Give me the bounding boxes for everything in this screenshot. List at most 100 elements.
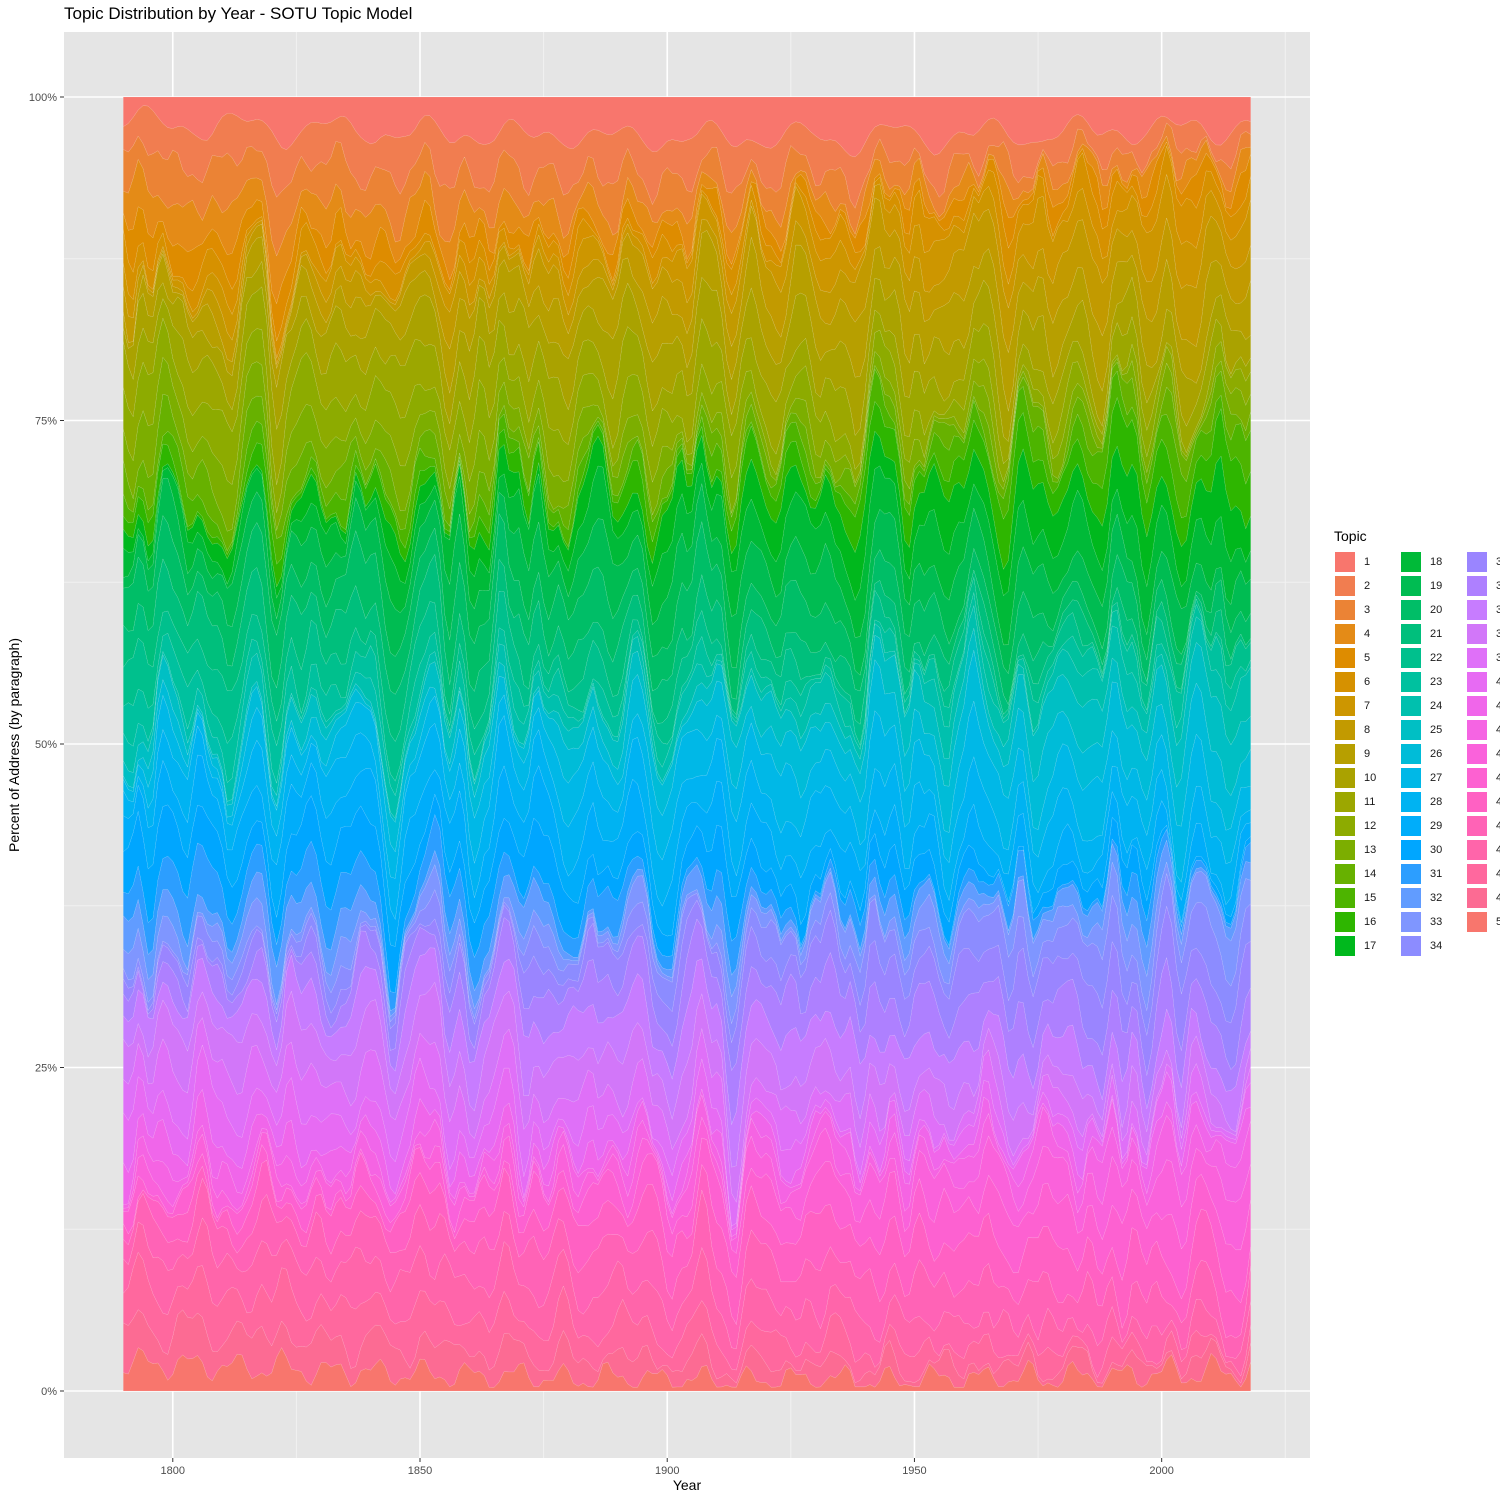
legend-swatch xyxy=(1400,719,1422,741)
legend-item-topic-42: 42 xyxy=(1466,718,1500,742)
legend-item-topic-41: 41 xyxy=(1466,694,1500,718)
legend-swatch xyxy=(1466,743,1488,765)
legend-swatch xyxy=(1334,935,1356,957)
x-tick-label: 1850 xyxy=(408,1465,432,1477)
legend-swatch xyxy=(1400,575,1422,597)
legend-item-topic-36: 36 xyxy=(1466,574,1500,598)
y-tick-label: 75% xyxy=(35,416,57,428)
legend-item-topic-29: 29 xyxy=(1400,814,1456,838)
legend-swatch xyxy=(1466,911,1488,933)
legend-swatch xyxy=(1400,743,1422,765)
y-tick-label: 50% xyxy=(35,739,57,751)
legend-swatch xyxy=(1334,791,1356,813)
legend-item-topic-11: 11 xyxy=(1334,790,1390,814)
legend-item-topic-7: 7 xyxy=(1334,694,1390,718)
legend-label: 48 xyxy=(1496,868,1500,880)
legend-swatch xyxy=(1400,695,1422,717)
legend-column: 35 36 37 38 39 40 41 42 43 44 45 46 47 48 49 50 xyxy=(1466,550,1500,958)
legend-swatch xyxy=(1400,935,1422,957)
legend-label: 31 xyxy=(1430,868,1443,880)
legend-swatch xyxy=(1334,695,1356,717)
legend-swatch xyxy=(1400,815,1422,837)
legend-item-topic-2: 2 xyxy=(1334,574,1390,598)
x-tick-label: 2000 xyxy=(1149,1465,1173,1477)
legend-swatch xyxy=(1466,551,1488,573)
legend-swatch xyxy=(1466,575,1488,597)
legend-item-topic-6: 6 xyxy=(1334,670,1390,694)
legend-label: 11 xyxy=(1364,796,1376,808)
legend-swatch xyxy=(1400,551,1422,573)
legend-swatch xyxy=(1334,743,1356,765)
legend-item-topic-20: 20 xyxy=(1400,598,1456,622)
legend-swatch xyxy=(1400,839,1422,861)
legend-swatch xyxy=(1466,863,1488,885)
legend-label: 21 xyxy=(1430,628,1443,640)
legend-swatch xyxy=(1466,815,1488,837)
legend-item-topic-8: 8 xyxy=(1334,718,1390,742)
legend-item-topic-31: 31 xyxy=(1400,862,1456,886)
legend-swatch xyxy=(1334,575,1356,597)
legend-swatch xyxy=(1334,623,1356,645)
legend-label: 41 xyxy=(1496,700,1500,712)
legend-label: 13 xyxy=(1364,844,1377,856)
legend-label: 43 xyxy=(1496,748,1500,760)
y-axis-title: Percent of Address (by paragraph) xyxy=(6,638,22,852)
legend-swatch xyxy=(1400,767,1422,789)
legend-label: 2 xyxy=(1364,580,1371,592)
legend-item-topic-9: 9 xyxy=(1334,742,1390,766)
legend-item-topic-34: 34 xyxy=(1400,934,1456,958)
legend-label: 39 xyxy=(1496,652,1500,664)
legend-item-topic-10: 10 xyxy=(1334,766,1390,790)
legend-item-topic-39: 39 xyxy=(1466,646,1500,670)
legend-swatch xyxy=(1466,719,1488,741)
legend-label: 19 xyxy=(1430,580,1443,592)
legend-item-topic-32: 32 xyxy=(1400,886,1456,910)
legend-item-topic-27: 27 xyxy=(1400,766,1456,790)
legend: Topic 1 2 3 4 5 6 7 8 9 10 11 12 13 14 15 16 17 18 19 20 21 2… xyxy=(1334,528,1500,958)
legend-label: 9 xyxy=(1364,748,1371,760)
legend-label: 14 xyxy=(1364,868,1377,880)
y-tick-label: 100% xyxy=(29,92,57,104)
x-tick-label: 1900 xyxy=(655,1465,679,1477)
legend-label: 24 xyxy=(1430,700,1443,712)
legend-label: 28 xyxy=(1430,796,1443,808)
legend-label: 7 xyxy=(1364,700,1371,712)
legend-item-topic-28: 28 xyxy=(1400,790,1456,814)
legend-item-topic-25: 25 xyxy=(1400,718,1456,742)
legend-item-topic-46: 46 xyxy=(1466,814,1500,838)
legend-label: 17 xyxy=(1364,940,1377,952)
x-tick-label: 1800 xyxy=(161,1465,185,1477)
legend-label: 35 xyxy=(1496,556,1500,568)
legend-item-topic-35: 35 xyxy=(1466,550,1500,574)
legend-label: 38 xyxy=(1496,628,1500,640)
legend-item-topic-22: 22 xyxy=(1400,646,1456,670)
legend-swatch xyxy=(1466,599,1488,621)
legend-label: 32 xyxy=(1430,892,1443,904)
legend-label: 45 xyxy=(1496,796,1500,808)
legend-item-topic-24: 24 xyxy=(1400,694,1456,718)
legend-label: 1 xyxy=(1364,556,1371,568)
legend-label: 12 xyxy=(1364,820,1377,832)
legend-item-topic-13: 13 xyxy=(1334,838,1390,862)
legend-label: 25 xyxy=(1430,724,1443,736)
legend-swatch xyxy=(1334,719,1356,741)
legend-label: 5 xyxy=(1364,652,1371,664)
legend-item-topic-17: 17 xyxy=(1334,934,1390,958)
legend-item-topic-50: 50 xyxy=(1466,910,1500,934)
legend-swatch xyxy=(1334,815,1356,837)
legend-label: 46 xyxy=(1496,820,1500,832)
legend-item-topic-45: 45 xyxy=(1466,790,1500,814)
legend-item-topic-49: 49 xyxy=(1466,886,1500,910)
legend-label: 16 xyxy=(1364,916,1377,928)
legend-item-topic-26: 26 xyxy=(1400,742,1456,766)
legend-label: 27 xyxy=(1430,772,1443,784)
legend-label: 3 xyxy=(1364,604,1371,616)
area-topic-50 xyxy=(123,1347,1251,1392)
plot-area: 1800 1850 1900 1950 2000 0% 25% 50% 75% 100% Year… xyxy=(6,32,1310,1493)
legend-label: 6 xyxy=(1364,676,1371,688)
legend-swatch xyxy=(1466,791,1488,813)
legend-swatch xyxy=(1400,791,1422,813)
legend-label: 47 xyxy=(1496,844,1500,856)
legend-label: 49 xyxy=(1496,892,1500,904)
legend-swatch xyxy=(1334,863,1356,885)
